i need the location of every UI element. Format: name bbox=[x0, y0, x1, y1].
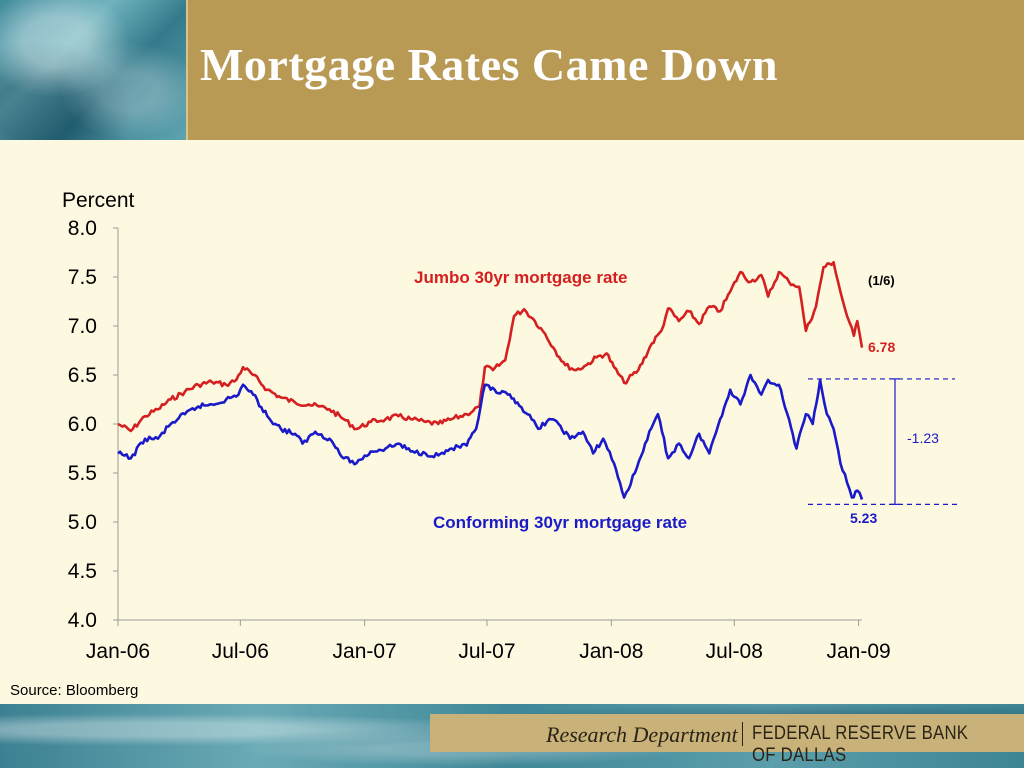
x-tick-label: Jan-09 bbox=[827, 640, 891, 663]
y-tick-label: 7.0 bbox=[68, 315, 97, 338]
series-lines bbox=[117, 261, 864, 500]
x-tick-label: Jan-06 bbox=[86, 640, 150, 663]
conforming-series-label: Conforming 30yr mortgage rate bbox=[433, 513, 687, 532]
spread-annotation: -1.23 bbox=[808, 378, 958, 505]
footer-band bbox=[430, 714, 1024, 752]
y-tick-label: 6.5 bbox=[68, 364, 97, 387]
y-tick-label: 6.0 bbox=[68, 413, 97, 436]
conforming-end-label: 5.23 bbox=[850, 510, 877, 526]
research-department-label: Research Department bbox=[546, 722, 738, 747]
jumbo-series-label: Jumbo 30yr mortgage rate bbox=[414, 268, 628, 287]
conforming-rate-line bbox=[117, 373, 864, 500]
y-axis-label: Percent bbox=[62, 189, 135, 212]
y-tick-label: 5.5 bbox=[68, 462, 97, 485]
x-ticks: Jan-06 Jul-06 Jan-07 Jul-07 Jan-08 Jul-08 Jan-… bbox=[86, 620, 891, 663]
x-tick-label: Jul-06 bbox=[212, 640, 269, 663]
source-note: Source: Bloomberg bbox=[10, 682, 139, 699]
world-map-image bbox=[0, 0, 188, 140]
x-tick-label: Jan-08 bbox=[579, 640, 643, 663]
jumbo-rate-line bbox=[117, 261, 864, 433]
slide-title: Mortgage Rates Came Down bbox=[200, 39, 778, 90]
spread-label: -1.23 bbox=[907, 430, 939, 446]
jumbo-end-label: 6.78 bbox=[868, 339, 895, 355]
y-tick-label: 8.0 bbox=[68, 217, 97, 240]
footer-divider bbox=[742, 722, 743, 746]
bank-name-label: FEDERAL RESERVE BANK OF DALLAS bbox=[752, 723, 969, 766]
line-chart: 8.0 7.5 7.0 6.5 6.0 5.5 5.0 4.5 4.0 Jan-06 Jul-06… bbox=[62, 189, 958, 663]
y-tick-label: 4.0 bbox=[68, 609, 97, 632]
x-tick-label: Jan-07 bbox=[333, 640, 397, 663]
x-tick-label: Jul-07 bbox=[458, 640, 515, 663]
y-tick-label: 5.0 bbox=[68, 511, 97, 534]
date-note: (1/6) bbox=[868, 273, 895, 288]
y-tick-label: 4.5 bbox=[68, 560, 97, 583]
y-ticks: 8.0 7.5 7.0 6.5 6.0 5.5 5.0 4.5 4.0 bbox=[68, 217, 118, 632]
y-tick-label: 7.5 bbox=[68, 266, 97, 289]
x-tick-label: Jul-08 bbox=[706, 640, 763, 663]
